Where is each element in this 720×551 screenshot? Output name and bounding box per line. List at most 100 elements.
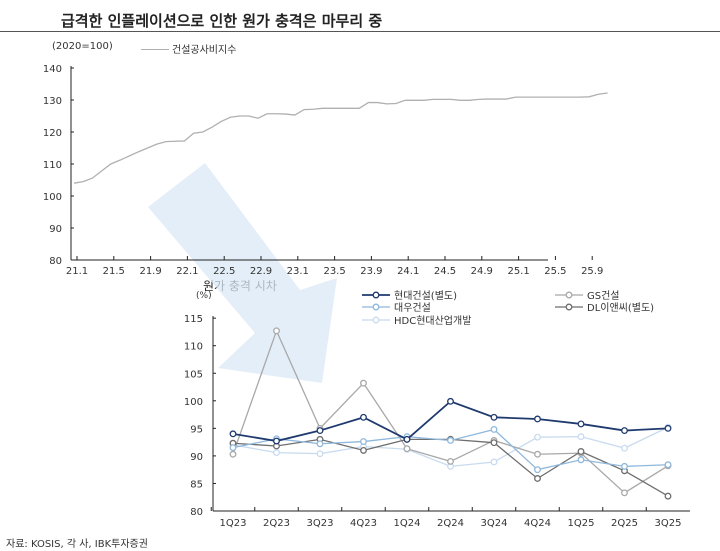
bottom-x-tick-label: 2Q24: [437, 518, 464, 529]
data-point-4: [490, 458, 498, 466]
data-point-1: [534, 450, 541, 458]
bottom-x-tick-label: 3Q24: [481, 518, 508, 529]
top-y-tick-label: 90: [49, 224, 62, 235]
data-point-1: [403, 445, 411, 453]
data-point-2: [360, 438, 367, 446]
bottom-x-tick-label: 4Q24: [524, 518, 551, 529]
top-series-line: [73, 92, 608, 184]
legend-marker: [372, 316, 380, 324]
data-point-0: [664, 424, 672, 432]
top-x-tick-label: 24.1: [397, 266, 419, 277]
bottom-x-tick-label: 1Q24: [394, 518, 421, 529]
data-point-2: [577, 456, 585, 464]
bottom-ylabel: (%): [196, 291, 212, 301]
bottom-x-tick-label: 1Q25: [568, 518, 595, 529]
top-legend-swatch: [141, 49, 169, 50]
top-legend-label: 건설공사비지수: [172, 45, 237, 56]
top-x-tick-label: 25.5: [544, 266, 566, 277]
data-point-1: [447, 457, 454, 465]
top-x-tick-label: 23.9: [360, 266, 382, 277]
top-y-tick-label: 130: [43, 96, 62, 107]
down-arrow-icon: [148, 163, 337, 383]
legend-label: 현대건설(별도): [394, 290, 457, 302]
data-point-0: [403, 435, 411, 443]
data-point-0: [621, 427, 628, 435]
data-point-2: [534, 466, 541, 474]
title-divider: [0, 31, 720, 32]
bottom-y-tick-label: 115: [184, 314, 203, 325]
bottom-x-tick-label: 1Q23: [220, 518, 247, 529]
bottom-y-tick-label: 105: [184, 369, 203, 380]
top-x-tick-label: 22.1: [176, 266, 198, 277]
bottom-x-tick-label: 2Q23: [263, 518, 290, 529]
legend-label: GS건설: [587, 290, 620, 302]
top-ylabel: (2020=100): [52, 41, 113, 52]
top-x-tick-label: 22.5: [213, 266, 235, 277]
data-point-3: [577, 448, 585, 455]
bottom-y-tick-label: 90: [190, 452, 203, 463]
top-y-tick-label: 80: [49, 256, 62, 267]
data-point-2: [447, 437, 454, 444]
top-y-tick-label: 100: [43, 192, 62, 203]
data-point-0: [360, 413, 367, 421]
bottom-y-tick-label: 100: [184, 397, 203, 408]
legend-marker: [372, 291, 380, 299]
data-point-3: [534, 475, 541, 482]
top-x-tick-label: 23.5: [323, 266, 345, 277]
data-point-2: [664, 461, 672, 469]
top-x-tick-label: 25.9: [581, 266, 603, 277]
bottom-x-tick-label: 3Q25: [655, 518, 682, 529]
data-point-2: [229, 444, 237, 452]
data-point-0: [316, 427, 324, 435]
bottom-y-tick-label: 85: [190, 479, 203, 490]
data-point-0: [447, 397, 454, 405]
bottom-y-tick-label: 95: [190, 424, 203, 435]
top-y-tick-label: 140: [43, 64, 62, 75]
data-point-2: [316, 440, 324, 448]
data-point-4: [273, 449, 280, 457]
top-x-tick-label: 24.9: [471, 266, 493, 277]
data-point-4: [534, 433, 541, 441]
data-point-1: [229, 450, 237, 458]
data-point-3: [664, 492, 672, 500]
data-point-3: [360, 446, 367, 454]
bottom-x-tick-label: 3Q23: [307, 518, 334, 529]
top-x-tick-label: 25.1: [507, 266, 529, 277]
bottom-x-tick-label: 2Q25: [611, 518, 638, 529]
data-point-2: [490, 426, 498, 433]
data-point-4: [577, 433, 585, 441]
bottom-x-tick-label: 4Q23: [350, 518, 377, 529]
legend-marker: [565, 291, 573, 299]
data-point-1: [621, 489, 628, 497]
data-point-0: [534, 415, 541, 423]
top-x-tick-label: 21.5: [103, 266, 125, 277]
top-x-tick-label: 23.1: [287, 266, 309, 277]
page-title: 급격한 인플레이션으로 인한 원가 충격은 마무리 중: [61, 12, 383, 30]
data-point-0: [229, 430, 237, 438]
legend-label: DL이앤씨(별도): [587, 302, 654, 314]
top-x-tick-label: 21.1: [66, 266, 88, 277]
source-note: 자료: KOSIS, 각 사, IBK투자증권: [6, 539, 148, 550]
data-point-1: [273, 327, 280, 335]
bottom-y-tick-label: 110: [184, 342, 203, 353]
legend-marker: [565, 303, 573, 311]
data-point-0: [273, 437, 280, 445]
data-point-4: [621, 444, 628, 452]
legend-label: 대우건설: [394, 302, 431, 314]
legend-marker: [372, 303, 380, 311]
series-line-0: [232, 400, 669, 442]
top-x-tick-label: 21.9: [139, 266, 161, 277]
top-x-tick-label: 22.9: [250, 266, 272, 277]
data-point-4: [316, 450, 324, 458]
data-point-2: [621, 462, 628, 470]
bottom-y-tick-label: 80: [190, 507, 203, 518]
top-y-tick-label: 110: [43, 160, 62, 171]
data-point-3: [490, 439, 498, 447]
legend-label: HDC현대산업개발: [394, 314, 471, 327]
data-point-0: [577, 420, 585, 428]
data-point-1: [360, 379, 367, 387]
top-y-tick-label: 120: [43, 128, 62, 139]
data-point-0: [490, 413, 498, 421]
